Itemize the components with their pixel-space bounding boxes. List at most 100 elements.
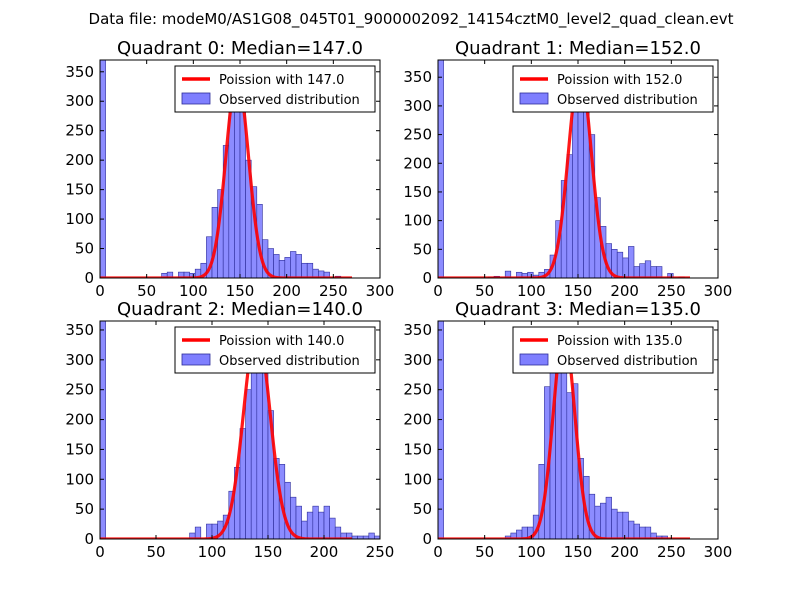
x-tick-label: 50 — [146, 543, 165, 561]
legend: Poission with 147.0 Observed distribution — [174, 65, 376, 113]
panel-title: Quadrant 0: Median=147.0 — [117, 38, 363, 59]
histogram-bar — [245, 389, 252, 539]
histogram-bar — [284, 257, 291, 278]
legend-bar-swatch — [519, 92, 549, 105]
histogram-bar — [600, 502, 607, 539]
x-tick-label: 150 — [226, 282, 255, 300]
histogram-bar — [628, 246, 635, 278]
x-tick-label: 0 — [433, 543, 443, 561]
histogram-bar — [228, 109, 235, 278]
x-tick-label: 100 — [517, 543, 546, 561]
y-tick-label: 350 — [65, 63, 94, 81]
x-tick-label: 300 — [366, 282, 395, 300]
histogram-bar — [301, 262, 308, 278]
y-tick-label: 250 — [403, 381, 432, 399]
legend-label-poisson: Poission with 140.0 — [219, 334, 344, 349]
histogram-bar — [306, 262, 314, 278]
histogram-bar — [194, 526, 202, 539]
y-tick-label: 0 — [84, 530, 94, 548]
y-tick-label: 100 — [65, 470, 94, 488]
x-tick-label: 50 — [475, 543, 494, 561]
histogram-bar — [301, 520, 308, 539]
poisson-curve — [438, 69, 691, 278]
histogram-bar — [616, 251, 624, 278]
y-tick-label: 200 — [403, 154, 432, 172]
legend-label-observed: Observed distribution — [557, 93, 698, 108]
histogram-bar — [628, 520, 635, 539]
y-tick-label: 50 — [413, 240, 432, 258]
histogram-bar — [334, 526, 342, 539]
y-tick-label: 200 — [403, 411, 432, 429]
histogram-bar — [273, 254, 280, 278]
quadrant-2-panel: 0 50 100 150 200 250 0 50 100 150 200 250 300 350 Quad… — [65, 299, 394, 561]
y-tick-label: 0 — [422, 269, 432, 287]
legend-bar-swatch — [181, 92, 211, 105]
x-tick-label: 200 — [310, 543, 339, 561]
y-tick-label: 150 — [403, 440, 432, 458]
y-tick-label: 100 — [403, 212, 432, 230]
figure-suptitle: Data file: modeM0/AS1G08_045T01_90000020… — [89, 10, 734, 29]
y-tick-label: 250 — [65, 122, 94, 140]
y-tick-label: 50 — [75, 500, 94, 518]
y-tick-label: 250 — [65, 381, 94, 399]
histogram-bar — [438, 60, 444, 278]
histogram-bar — [368, 532, 375, 539]
x-tick-label: 250 — [319, 282, 348, 300]
legend-label-observed: Observed distribution — [219, 354, 360, 369]
y-tick-label: 150 — [403, 183, 432, 201]
histogram-bar — [633, 523, 640, 539]
panel-title: Quadrant 2: Median=140.0 — [117, 299, 363, 320]
x-tick-label: 300 — [704, 543, 733, 561]
histogram-bar — [639, 526, 646, 539]
legend-label-poisson: Poission with 147.0 — [219, 73, 344, 88]
legend-label-observed: Observed distribution — [557, 354, 698, 369]
plot-area — [438, 60, 691, 278]
y-tick-label: 300 — [65, 92, 94, 110]
legend-bar-swatch — [181, 353, 211, 366]
y-tick-label: 0 — [84, 269, 94, 287]
y-tick-label: 100 — [65, 210, 94, 228]
x-tick-label: 50 — [475, 282, 494, 300]
histogram-bar — [572, 99, 579, 278]
panel-title: Quadrant 3: Median=135.0 — [455, 299, 701, 320]
y-tick-label: 300 — [403, 351, 432, 369]
histogram-bar — [566, 392, 573, 539]
x-tick-label: 200 — [272, 282, 301, 300]
histogram-bar — [295, 254, 302, 278]
histogram-bar — [616, 511, 624, 539]
x-tick-label: 200 — [610, 543, 639, 561]
histogram-bar — [290, 251, 297, 278]
histogram-bar — [306, 511, 314, 539]
x-tick-label: 150 — [564, 543, 593, 561]
quadrant-3-panel: 0 50 100 150 200 250 300 0 50 100 150 200 250 300 350 Q… — [403, 299, 732, 561]
panel-title: Quadrant 1: Median=152.0 — [455, 38, 701, 59]
y-tick-label: 250 — [403, 126, 432, 144]
histogram-bar — [622, 257, 629, 278]
histogram-bar — [278, 260, 286, 278]
quadrant-1-panel: 0 50 100 150 200 250 300 0 50 100 150 200 250 300 350 Q… — [403, 38, 732, 300]
x-tick-label: 200 — [610, 282, 639, 300]
y-tick-label: 50 — [75, 240, 94, 258]
x-tick-label: 50 — [137, 282, 156, 300]
y-tick-label: 200 — [65, 411, 94, 429]
histogram-bar — [295, 505, 302, 539]
histogram-bar — [318, 511, 325, 539]
legend-label-observed: Observed distribution — [219, 93, 360, 108]
y-tick-label: 150 — [65, 181, 94, 199]
legend: Poission with 135.0 Observed distribution — [512, 326, 714, 374]
histogram-bar — [611, 508, 618, 539]
histogram-bar — [312, 505, 319, 539]
histogram-bar — [239, 109, 246, 278]
x-tick-label: 100 — [198, 543, 227, 561]
poisson-curve — [100, 76, 353, 278]
y-tick-label: 150 — [65, 440, 94, 458]
y-tick-label: 350 — [65, 321, 94, 339]
x-tick-label: 250 — [657, 282, 686, 300]
y-tick-label: 100 — [403, 470, 432, 488]
legend: Poission with 140.0 Observed distribution — [174, 326, 376, 374]
histogram-bar — [605, 496, 612, 539]
x-tick-label: 0 — [95, 282, 105, 300]
y-tick-label: 0 — [422, 530, 432, 548]
histogram-bar — [234, 83, 241, 278]
histogram-bar — [323, 505, 330, 539]
